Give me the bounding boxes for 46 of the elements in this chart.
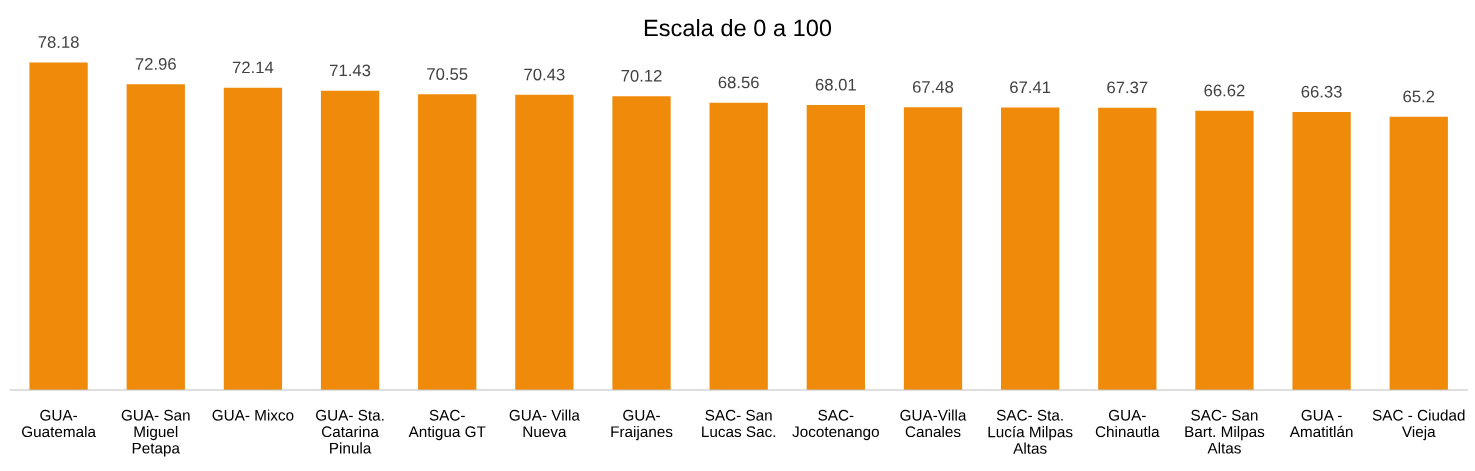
x-tick-label: SAC- San Lucas Sac. bbox=[702, 409, 776, 438]
bar bbox=[612, 96, 671, 390]
data-label: 70.43 bbox=[524, 68, 565, 81]
bar bbox=[29, 62, 88, 390]
data-label: 71.43 bbox=[330, 64, 371, 77]
bar bbox=[515, 94, 574, 390]
x-tick-label: GUA- San Miguel Petapa bbox=[121, 409, 190, 457]
x-tick-label: GUA-Villa Canales bbox=[900, 409, 967, 438]
bar bbox=[709, 102, 768, 390]
x-tick-label: GUA- Fraijanes bbox=[611, 409, 673, 441]
x-tick-label: SAC - Ciudad Vieja bbox=[1372, 409, 1465, 441]
chart-subtitle: Escala de 0 a 100 bbox=[644, 19, 832, 37]
bar bbox=[806, 105, 865, 390]
x-tick-label: SAC- Antigua GT bbox=[408, 409, 486, 441]
x-tick-label: GUA - Amatitlán bbox=[1289, 409, 1353, 438]
data-label: 67.41 bbox=[1010, 81, 1051, 94]
bar bbox=[1195, 110, 1254, 390]
data-label: 72.96 bbox=[135, 58, 176, 70]
data-label: 72.14 bbox=[232, 61, 274, 74]
x-tick-label: GUA- Villa Nueva bbox=[509, 409, 580, 438]
bar bbox=[126, 84, 185, 390]
x-tick-label: SAC- Sta. Lucía Milpas Altas bbox=[988, 409, 1073, 454]
data-label: 65.2 bbox=[1403, 90, 1435, 103]
x-tick-label: GUA- Mixco bbox=[212, 409, 294, 421]
bar bbox=[223, 87, 283, 390]
bar bbox=[903, 107, 963, 390]
bar bbox=[1000, 107, 1060, 390]
x-tick-label: GUA- Sta. Catarina Pinula bbox=[316, 409, 384, 454]
bar bbox=[320, 90, 380, 390]
x-tick-label: SAC- Jocotenango bbox=[792, 409, 879, 441]
data-label: 68.01 bbox=[815, 78, 856, 91]
x-tick-label: GUA- Guatemala bbox=[22, 409, 96, 438]
data-label: 70.55 bbox=[427, 68, 468, 80]
bar bbox=[418, 94, 477, 390]
data-label: 67.37 bbox=[1107, 81, 1148, 94]
bar bbox=[1389, 116, 1448, 390]
data-label: 70.12 bbox=[621, 69, 662, 82]
x-tick-label: GUA- Chinautla bbox=[1095, 409, 1160, 438]
data-label: 67.48 bbox=[912, 81, 954, 93]
bar bbox=[1292, 112, 1351, 390]
data-label: 66.33 bbox=[1301, 85, 1342, 98]
data-label: 68.56 bbox=[718, 76, 759, 89]
x-tick-label: SAC- San Bart. Milpas Altas bbox=[1185, 409, 1265, 454]
data-label: 66.62 bbox=[1204, 84, 1245, 97]
data-label: 78.18 bbox=[38, 36, 79, 48]
bar bbox=[1098, 107, 1157, 390]
